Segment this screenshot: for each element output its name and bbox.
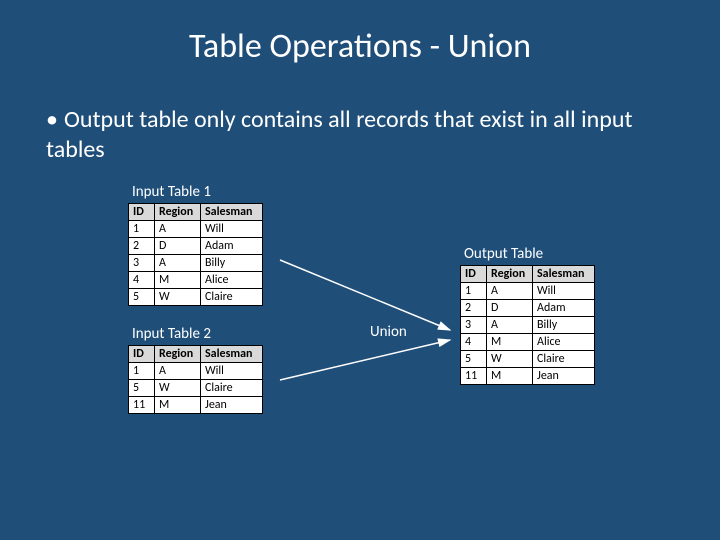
table-row: 11MJean <box>129 397 263 414</box>
table-row: 11MJean <box>461 368 595 385</box>
table-row: 5WClaire <box>129 380 263 397</box>
table-cell: 3 <box>461 317 487 334</box>
table-cell: Will <box>201 221 263 238</box>
table-cell: A <box>155 221 201 238</box>
table-header-cell: ID <box>129 204 155 221</box>
output-table-block: Output Table IDRegionSalesman1AWill2DAda… <box>460 245 595 385</box>
table-cell: A <box>487 317 533 334</box>
table-header-cell: Region <box>155 346 201 363</box>
table-row: 2DAdam <box>129 238 263 255</box>
bullet-text: Output table only contains all records t… <box>46 105 632 164</box>
table-cell: Claire <box>201 380 263 397</box>
table-cell: D <box>487 300 533 317</box>
table-cell: 11 <box>129 397 155 414</box>
table-header-cell: ID <box>129 346 155 363</box>
table-cell: 3 <box>129 255 155 272</box>
table-header-cell: Region <box>155 204 201 221</box>
bullet-marker: • <box>46 105 64 135</box>
table-cell: M <box>487 368 533 385</box>
table-row: 1AWill <box>461 283 595 300</box>
table-cell: 5 <box>129 289 155 306</box>
table-row: 5WClaire <box>461 351 595 368</box>
table-cell: A <box>155 363 201 380</box>
table-cell: Adam <box>533 300 595 317</box>
table-cell: Jean <box>533 368 595 385</box>
table-header-cell: Salesman <box>533 266 595 283</box>
slide-title: Table Operations - Union <box>0 0 720 67</box>
input-table-1-caption: Input Table 1 <box>128 183 263 201</box>
table-cell: Billy <box>201 255 263 272</box>
table-row: 2DAdam <box>461 300 595 317</box>
table-cell: M <box>155 272 201 289</box>
table-row: 1AWill <box>129 221 263 238</box>
table-cell: 5 <box>129 380 155 397</box>
tables-area: Input Table 1 IDRegionSalesman1AWill2DAd… <box>0 165 720 485</box>
table-cell: W <box>155 289 201 306</box>
bullet-line: •Output table only contains all records … <box>0 67 720 165</box>
input-table-2: IDRegionSalesman1AWill5WClaire11MJean <box>128 345 263 414</box>
output-table: IDRegionSalesman1AWill2DAdam3ABilly4MAli… <box>460 265 595 385</box>
table-cell: Jean <box>201 397 263 414</box>
table-cell: Alice <box>533 334 595 351</box>
table-cell: 2 <box>461 300 487 317</box>
table-cell: W <box>155 380 201 397</box>
table-cell: Claire <box>533 351 595 368</box>
table-cell: 11 <box>461 368 487 385</box>
table-cell: 4 <box>461 334 487 351</box>
input-table-1-block: Input Table 1 IDRegionSalesman1AWill2DAd… <box>128 183 263 306</box>
table-header-cell: ID <box>461 266 487 283</box>
table-row: 3ABilly <box>461 317 595 334</box>
table-cell: 1 <box>129 221 155 238</box>
table-row: 1AWill <box>129 363 263 380</box>
table-cell: M <box>155 397 201 414</box>
table-cell: 2 <box>129 238 155 255</box>
table-cell: 5 <box>461 351 487 368</box>
union-label: Union <box>370 323 407 341</box>
table-cell: W <box>487 351 533 368</box>
table-row: 4MAlice <box>129 272 263 289</box>
input-table-1: IDRegionSalesman1AWill2DAdam3ABilly4MAli… <box>128 203 263 306</box>
arrow-2 <box>280 340 450 380</box>
table-cell: M <box>487 334 533 351</box>
table-row: 3ABilly <box>129 255 263 272</box>
table-cell: Adam <box>201 238 263 255</box>
input-table-2-caption: Input Table 2 <box>128 325 263 343</box>
table-cell: Claire <box>201 289 263 306</box>
table-header-cell: Salesman <box>201 204 263 221</box>
arrow-1 <box>280 260 450 330</box>
table-cell: A <box>487 283 533 300</box>
table-header-cell: Region <box>487 266 533 283</box>
table-cell: 1 <box>461 283 487 300</box>
table-cell: Will <box>201 363 263 380</box>
output-table-caption: Output Table <box>460 245 595 263</box>
table-row: 5WClaire <box>129 289 263 306</box>
table-row: 4MAlice <box>461 334 595 351</box>
input-table-2-block: Input Table 2 IDRegionSalesman1AWill5WCl… <box>128 325 263 414</box>
table-cell: Alice <box>201 272 263 289</box>
table-cell: 4 <box>129 272 155 289</box>
table-cell: 1 <box>129 363 155 380</box>
table-cell: Will <box>533 283 595 300</box>
table-cell: D <box>155 238 201 255</box>
arrows-svg <box>0 165 720 485</box>
table-cell: A <box>155 255 201 272</box>
table-header-cell: Salesman <box>201 346 263 363</box>
table-cell: Billy <box>533 317 595 334</box>
